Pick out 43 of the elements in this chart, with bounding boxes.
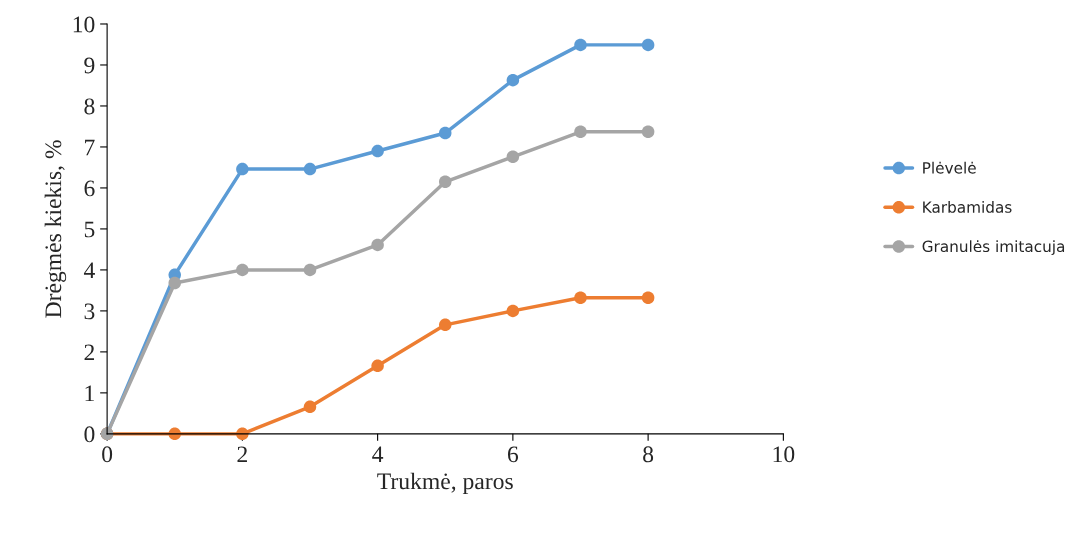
point <box>506 73 520 87</box>
point <box>641 38 655 52</box>
y-tick-label: 4 <box>83 262 95 279</box>
point <box>438 175 452 189</box>
point <box>574 125 587 139</box>
point <box>168 276 181 290</box>
y-tick-label: 1 <box>85 385 94 402</box>
point <box>438 318 452 332</box>
point <box>641 291 655 305</box>
legend-label: Granulės imitacuja <box>922 240 1065 256</box>
y-tick-label: 0 <box>84 426 95 443</box>
legend-label: Karbamidas <box>923 201 1012 213</box>
y-tick-label: 9 <box>84 57 95 74</box>
point <box>371 144 384 158</box>
point <box>236 162 249 176</box>
point <box>506 150 520 164</box>
y-tick-label: 8 <box>84 98 95 115</box>
point <box>303 400 317 414</box>
y-tick-label: 5 <box>84 221 95 238</box>
point <box>641 125 655 139</box>
point <box>371 238 384 252</box>
x-tick-label: 10 <box>773 446 795 463</box>
y-tick-label: 6 <box>84 180 95 197</box>
point <box>506 304 520 318</box>
x-tick-label: 8 <box>643 446 654 463</box>
y-tick-label: 3 <box>84 303 95 320</box>
x-tick-label: 2 <box>237 446 247 463</box>
point <box>303 162 317 176</box>
legend-label: Plėvelė <box>923 161 976 174</box>
point <box>574 38 587 52</box>
y-tick-label: 10 <box>73 16 95 33</box>
x-tick-label: 6 <box>507 446 519 463</box>
point <box>574 291 587 305</box>
y-tick-label: 7 <box>85 139 95 156</box>
point <box>371 359 384 373</box>
point <box>236 263 249 277</box>
x-tick-label: 0 <box>102 446 113 463</box>
x-axis-title: Trukmė, paros <box>377 472 513 495</box>
point <box>438 126 452 140</box>
point <box>303 263 317 277</box>
y-tick-label: 2 <box>84 344 95 361</box>
y-axis-title: Drėgmės kiekis, % <box>44 140 67 318</box>
x-tick-label: 4 <box>372 446 384 463</box>
